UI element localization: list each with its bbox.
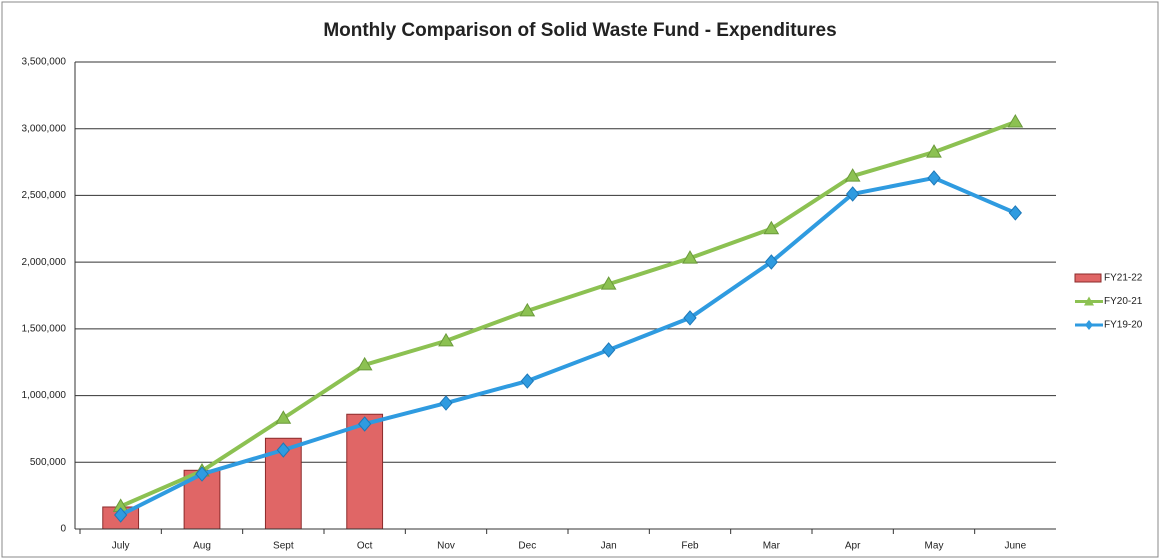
x-tick-label: July — [112, 541, 130, 552]
marker — [927, 170, 941, 186]
line — [119, 120, 1017, 509]
legend-label: FY19-20 — [1104, 320, 1143, 331]
legend-swatch — [1074, 273, 1102, 283]
marker — [439, 395, 453, 411]
marker — [519, 302, 536, 317]
x-tick-label: Aug — [193, 541, 211, 552]
chart-title: Monthly Comparison of Solid Waste Fund -… — [323, 20, 836, 41]
marker — [114, 507, 128, 523]
marker — [683, 310, 697, 326]
x-tick-label: May — [925, 541, 944, 552]
marker — [844, 168, 861, 182]
legend-label: FY21-22 — [1104, 273, 1143, 284]
x-tick-label: June — [1004, 541, 1026, 552]
marker — [520, 373, 534, 389]
x-tick-label: Apr — [845, 541, 861, 552]
line — [119, 175, 1017, 517]
bar — [346, 413, 384, 530]
marker — [682, 250, 698, 264]
y-tick-label: 2,500,000 — [22, 190, 67, 201]
marker — [846, 186, 860, 202]
x-tick-label: Mar — [763, 541, 781, 552]
y-tick-label: 0 — [60, 524, 66, 535]
legend-label: FY20-21 — [1104, 296, 1143, 307]
x-tick-label: Sept — [273, 541, 294, 552]
x-tick-label: Feb — [681, 541, 699, 552]
marker — [600, 276, 617, 290]
marker — [276, 442, 290, 458]
marker — [764, 254, 778, 270]
x-tick-label: Oct — [357, 541, 373, 552]
y-tick-label: 3,500,000 — [22, 57, 67, 68]
marker — [763, 220, 780, 235]
legend-marker — [1084, 296, 1094, 306]
marker — [1007, 114, 1024, 128]
marker — [1008, 205, 1022, 221]
y-tick-label: 3,000,000 — [22, 123, 67, 134]
marker — [438, 332, 454, 347]
y-tick-label: 1,500,000 — [22, 323, 67, 334]
y-tick-label: 1,000,000 — [22, 390, 67, 401]
legend-marker — [1085, 320, 1093, 330]
marker — [275, 410, 292, 424]
x-tick-label: Nov — [437, 541, 455, 552]
marker — [195, 466, 209, 482]
marker — [602, 342, 616, 358]
y-tick-label: 2,000,000 — [22, 257, 67, 268]
x-tick-label: Dec — [518, 541, 536, 552]
marker — [358, 416, 372, 432]
marker — [926, 144, 942, 158]
y-tick-label: 500,000 — [30, 457, 67, 468]
marker — [356, 356, 373, 371]
x-tick-label: Jan — [601, 541, 617, 552]
